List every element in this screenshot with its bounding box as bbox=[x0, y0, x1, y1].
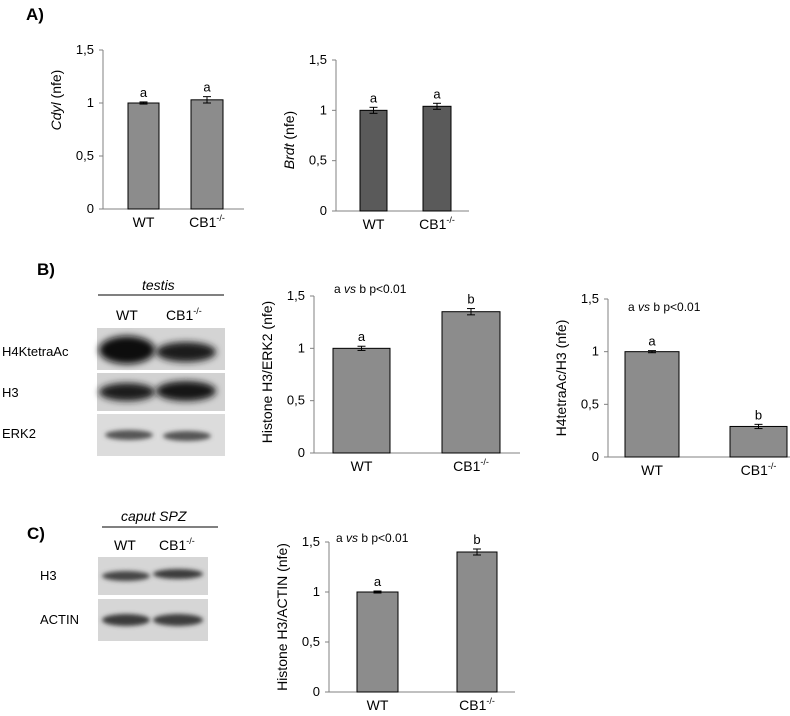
panel-letter-c: C) bbox=[27, 524, 45, 543]
y-axis-label: Histone H3/ACTIN (nfe) bbox=[274, 543, 290, 691]
y-tick-label: 1 bbox=[87, 95, 94, 110]
y-tick-label: 1 bbox=[592, 344, 599, 359]
y-axis-label: H4tetraAc/H3 (nfe) bbox=[553, 320, 569, 437]
significance-letter: b bbox=[467, 292, 474, 307]
blot-band bbox=[156, 342, 216, 362]
y-tick-label: 0 bbox=[298, 445, 305, 460]
x-tick-label: CB1-/- bbox=[419, 215, 455, 232]
significance-letter: b bbox=[755, 407, 762, 422]
y-tick-label: 0,5 bbox=[581, 396, 599, 411]
y-tick-label: 0,5 bbox=[76, 148, 94, 163]
panel-letter-b: B) bbox=[37, 260, 55, 279]
y-tick-label: 0,5 bbox=[309, 153, 327, 168]
y-axis-label: Brdt (nfe) bbox=[281, 111, 297, 169]
significance-letter: a bbox=[140, 85, 148, 100]
y-axis-label: Cdyl (nfe) bbox=[48, 70, 64, 131]
bar bbox=[729, 425, 788, 458]
bar bbox=[624, 351, 680, 458]
bar bbox=[190, 99, 224, 210]
blot-band bbox=[153, 569, 203, 579]
western-blot-testis: testis WT CB1-/- H4KtetraAc H3 ERK2 bbox=[2, 277, 225, 456]
y-tick-label: 0,5 bbox=[287, 393, 305, 408]
bar bbox=[422, 105, 452, 212]
y-tick-label: 1 bbox=[298, 340, 305, 355]
significance-letter: a bbox=[370, 90, 378, 105]
y-tick-label: 1,5 bbox=[309, 52, 327, 67]
bar bbox=[441, 311, 501, 454]
x-tick-label: WT bbox=[641, 462, 663, 478]
blot-row-label: ACTIN bbox=[40, 612, 79, 627]
significance-letter: a bbox=[374, 574, 382, 589]
y-tick-label: 1,5 bbox=[287, 288, 305, 303]
y-tick-label: 0,5 bbox=[302, 634, 320, 649]
blot-band bbox=[153, 614, 203, 626]
blot-band bbox=[102, 571, 150, 581]
blot-row-label: H3 bbox=[40, 568, 57, 583]
x-tick-label: CB1-/- bbox=[459, 696, 495, 713]
y-tick-label: 1,5 bbox=[581, 291, 599, 306]
stats-annotation: a vs b p<0.01 bbox=[334, 282, 407, 296]
bar bbox=[456, 551, 498, 693]
y-tick-label: 1 bbox=[320, 102, 327, 117]
significance-letter: a bbox=[648, 334, 656, 349]
blot-band bbox=[163, 431, 211, 441]
x-tick-label: CB1-/- bbox=[189, 213, 225, 230]
stats-annotation: a vs b p<0.01 bbox=[628, 300, 701, 314]
bar bbox=[359, 109, 388, 212]
chart-h3-actin: 0 0,5 1 1,5 a WT b CB1-/- Histone H3/ACTIN (nfe)… bbox=[274, 531, 515, 713]
y-tick-label: 0 bbox=[87, 201, 94, 216]
chart-h3-erk2: 0 0,5 1 1,5 a WT b CB1-/- Histone H3/ERK2 (nfe) a… bbox=[259, 282, 520, 474]
y-tick-label: 1,5 bbox=[76, 42, 94, 57]
blot-row-label: H3 bbox=[2, 385, 19, 400]
x-tick-label: WT bbox=[133, 214, 155, 230]
blot-band bbox=[156, 381, 216, 401]
blot-band bbox=[99, 336, 155, 364]
y-tick-label: 0 bbox=[592, 449, 599, 464]
blot-title: testis bbox=[142, 277, 175, 293]
blot-lane-wt: WT bbox=[114, 537, 136, 553]
x-tick-label: WT bbox=[363, 216, 385, 232]
y-tick-label: 0 bbox=[313, 684, 320, 699]
x-tick-label: CB1-/- bbox=[741, 461, 777, 478]
significance-letter: b bbox=[473, 532, 480, 547]
x-tick-label: WT bbox=[351, 458, 373, 474]
chart-h4tetraac-h3: 0 0,5 1 1,5 a WT b CB1-/- H4tetraAc/H3 (nfe) a vs… bbox=[553, 291, 790, 478]
western-blot-caput-spz: caput SPZ WT CB1-/- H3 ACTIN bbox=[40, 508, 218, 641]
stats-annotation: a vs b p<0.01 bbox=[336, 531, 409, 545]
chart-brdt-expression: 0 0,5 1 1,5 a WT a CB1-/- Brdt (nfe) bbox=[281, 52, 469, 232]
x-tick-label: CB1-/- bbox=[453, 457, 489, 474]
blot-lane-wt: WT bbox=[116, 307, 138, 323]
significance-letter: a bbox=[358, 329, 366, 344]
blot-row-label: ERK2 bbox=[2, 426, 36, 441]
y-tick-label: 1,5 bbox=[302, 534, 320, 549]
y-tick-label: 1 bbox=[313, 584, 320, 599]
blot-band bbox=[99, 383, 155, 401]
blot-band bbox=[105, 430, 153, 440]
blot-lane-cb1: CB1-/- bbox=[159, 536, 195, 553]
bar bbox=[332, 347, 391, 454]
significance-letter: a bbox=[203, 80, 211, 95]
y-axis-label: Histone H3/ERK2 (nfe) bbox=[259, 301, 275, 443]
blot-title: caput SPZ bbox=[121, 508, 187, 524]
blot-row-label: H4KtetraAc bbox=[2, 344, 69, 359]
chart-cdyl-expression: 0 0,5 1 1,5 a WT a CB1-/- Cdyl (nfe) bbox=[48, 42, 244, 230]
bar bbox=[127, 102, 160, 210]
blot-band bbox=[102, 614, 150, 626]
bar bbox=[356, 591, 399, 693]
x-tick-label: WT bbox=[367, 697, 389, 713]
blot-lane-cb1: CB1-/- bbox=[166, 306, 202, 323]
significance-letter: a bbox=[433, 86, 441, 101]
y-tick-label: 0 bbox=[320, 203, 327, 218]
panel-letter-a: A) bbox=[26, 5, 44, 24]
